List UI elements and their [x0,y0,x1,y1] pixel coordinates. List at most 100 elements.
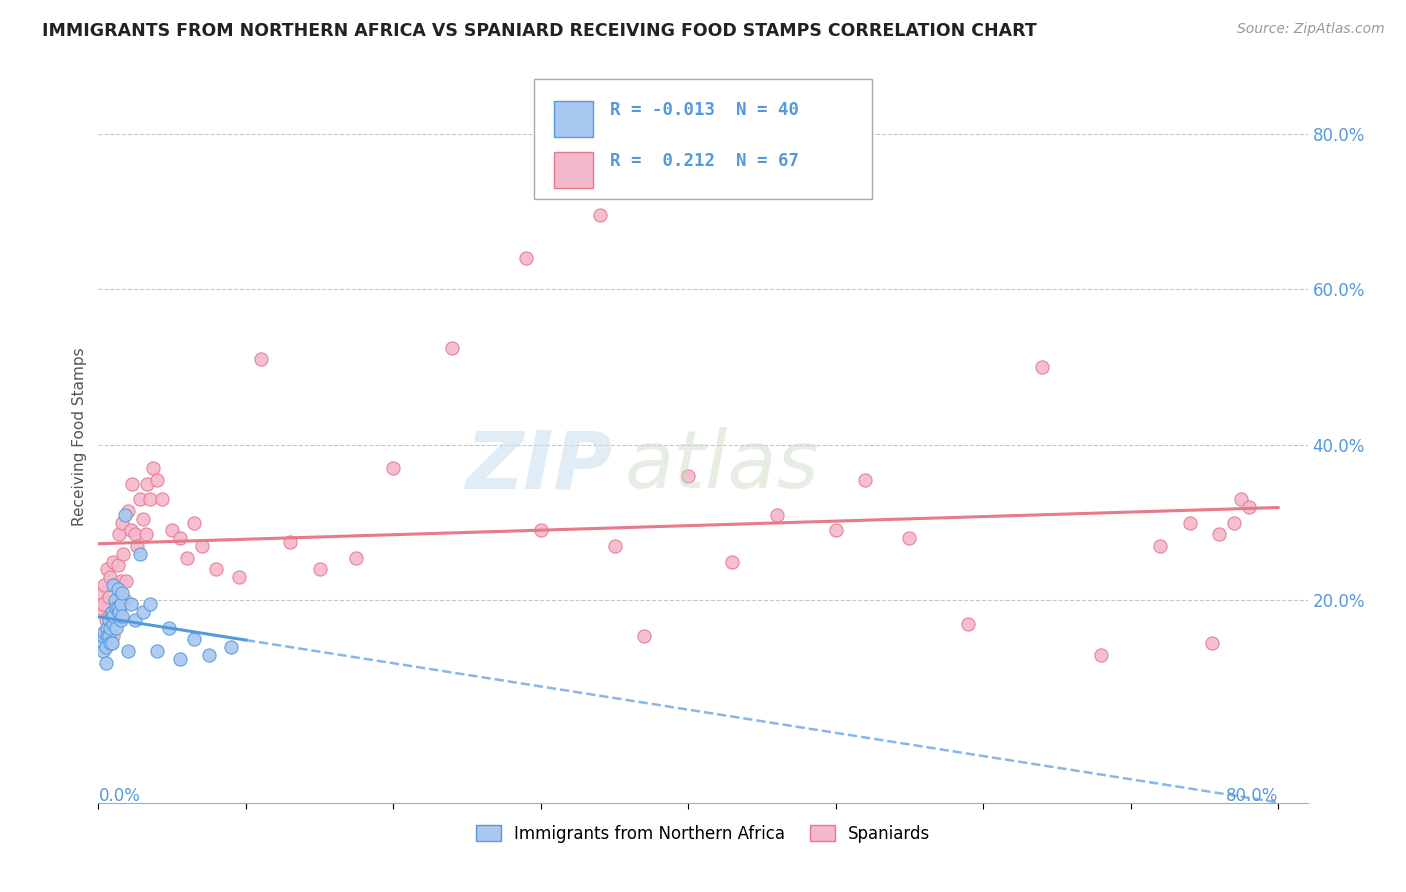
Point [105,601,128,615]
Point [205,562,228,576]
Point [97,590,120,604]
Bar [554,152,593,188]
Point [107,593,129,607]
Point [120,524,142,538]
Point [678,469,700,483]
Point [101,555,124,569]
Point [190,539,212,553]
Point [128,492,150,507]
Point [633,628,655,642]
Text: R =  0.212  N = 67: R = 0.212 N = 67 [610,152,799,169]
Point [142,461,165,475]
Text: IMMIGRANTS FROM NORTHERN AFRICA VS SPANIARD RECEIVING FOOD STAMPS CORRELATION CH: IMMIGRANTS FROM NORTHERN AFRICA VS SPANI… [42,22,1038,40]
Point [1149,539,1171,553]
Bar [554,101,593,136]
Point [160,524,183,538]
Point [117,644,139,658]
Point [93,578,115,592]
Point [125,539,148,553]
Point [1090,648,1112,662]
Point [308,562,330,576]
Point [94,613,117,627]
Point [101,616,124,631]
Point [1031,359,1053,374]
Point [853,473,876,487]
Point [957,616,980,631]
Point [124,527,146,541]
Point [530,524,553,538]
Legend: Immigrants from Northern Africa, Spaniards: Immigrants from Northern Africa, Spaniar… [468,818,938,849]
Text: ZIP: ZIP [465,427,613,506]
Point [100,605,122,619]
Point [96,621,118,635]
Point [90,585,112,599]
Point [98,636,121,650]
Point [131,512,153,526]
Point [721,555,744,569]
Point [100,636,122,650]
Point [97,609,120,624]
Point [111,516,134,530]
Point [93,624,115,639]
Point [136,476,159,491]
Point [98,570,121,584]
Text: 0.0%: 0.0% [98,788,141,805]
Point [139,492,162,507]
Point [105,621,128,635]
Point [824,524,846,538]
Point [120,598,142,612]
Point [89,601,111,615]
Point [107,558,129,573]
Point [104,578,127,592]
Point [114,593,136,607]
Point [346,550,368,565]
Point [198,648,221,662]
Point [110,574,132,588]
Point [107,601,129,615]
Point [169,531,191,545]
Point [101,609,124,624]
Text: R = -0.013  N = 40: R = -0.013 N = 40 [610,101,799,119]
Point [91,598,114,612]
Point [128,547,150,561]
Point [97,628,120,642]
Point [105,601,128,615]
Point [110,598,132,612]
Point [228,570,250,584]
Point [382,461,405,475]
Point [249,352,271,367]
Y-axis label: Receiving Food Stamps: Receiving Food Stamps [72,348,87,526]
Point [1201,636,1223,650]
Point [117,504,139,518]
Point [101,628,124,642]
Point [150,492,173,507]
Point [91,628,114,642]
Point [169,652,191,666]
Point [603,539,626,553]
Point [94,656,117,670]
Point [114,508,136,522]
Point [115,574,138,588]
Point [765,508,787,522]
Point [183,516,205,530]
Point [515,251,537,265]
Point [135,527,157,541]
Point [146,644,169,658]
Point [96,562,118,576]
Text: 80.0%: 80.0% [1226,788,1278,805]
Point [146,473,169,487]
Point [107,582,129,596]
Point [110,613,132,627]
Point [183,632,205,647]
Point [104,593,127,607]
Point [89,636,111,650]
Point [94,640,117,655]
Point [589,208,612,222]
Point [176,550,198,565]
Point [131,605,153,619]
Point [1230,492,1253,507]
Point [121,476,143,491]
Point [1178,516,1201,530]
Point [139,598,162,612]
Point [219,640,242,655]
